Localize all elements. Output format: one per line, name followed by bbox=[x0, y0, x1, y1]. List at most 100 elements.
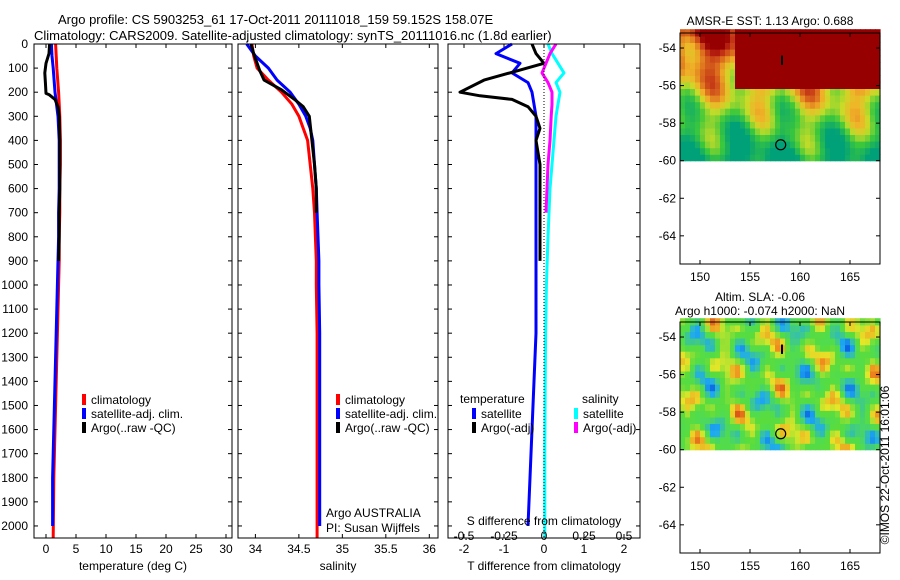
map-cell bbox=[865, 35, 871, 43]
map-cell bbox=[770, 416, 776, 424]
map-cell bbox=[845, 397, 851, 405]
map-cell bbox=[810, 436, 816, 444]
map-cell bbox=[705, 127, 711, 135]
map-cell bbox=[810, 397, 816, 405]
map-cell bbox=[775, 384, 781, 392]
map-cell bbox=[845, 95, 851, 103]
map-cell bbox=[735, 88, 741, 96]
map-cell bbox=[715, 35, 721, 43]
map-cell bbox=[865, 430, 871, 438]
map-cell bbox=[730, 141, 736, 149]
map-cell bbox=[690, 416, 696, 424]
map-cell bbox=[750, 364, 756, 372]
map-cell bbox=[715, 410, 721, 418]
map-cell bbox=[755, 35, 761, 43]
x-tick-label: 36 bbox=[423, 542, 437, 556]
map-cell bbox=[715, 101, 721, 109]
map-cell bbox=[810, 95, 816, 103]
map-cell bbox=[865, 127, 871, 135]
map-cell bbox=[870, 430, 876, 438]
map-cell bbox=[860, 390, 866, 398]
map-cell bbox=[695, 410, 701, 418]
map-cell bbox=[690, 75, 696, 83]
map-cell bbox=[745, 384, 751, 392]
map-cell bbox=[815, 154, 821, 162]
map-cell bbox=[785, 338, 791, 346]
map-cell bbox=[845, 370, 851, 378]
map-cell bbox=[825, 370, 831, 378]
map-cell bbox=[755, 344, 761, 352]
map-cell bbox=[835, 377, 841, 385]
map-cell bbox=[810, 68, 816, 76]
map-cell bbox=[820, 430, 826, 438]
map-cell bbox=[695, 121, 701, 129]
map-cell bbox=[860, 75, 866, 83]
map-cell bbox=[745, 331, 751, 339]
map-cell bbox=[870, 42, 876, 50]
map-cell bbox=[870, 377, 876, 385]
map-cell bbox=[745, 55, 751, 63]
map-cell bbox=[845, 364, 851, 372]
map-cell bbox=[765, 344, 771, 352]
map-cell bbox=[700, 101, 706, 109]
map-cell bbox=[700, 436, 706, 444]
map-cell bbox=[700, 370, 706, 378]
map-cell bbox=[685, 430, 691, 438]
map-cell bbox=[720, 436, 726, 444]
map-cell bbox=[855, 81, 861, 89]
x-axis-label: salinity bbox=[320, 559, 357, 573]
map-cell bbox=[680, 403, 686, 411]
map-cell bbox=[730, 410, 736, 418]
map-cell bbox=[720, 81, 726, 89]
map-cell bbox=[690, 154, 696, 162]
map-cell bbox=[845, 377, 851, 385]
legend-swatch bbox=[336, 408, 340, 419]
map-cell bbox=[710, 397, 716, 405]
map-cell bbox=[685, 127, 691, 135]
map-cell bbox=[800, 384, 806, 392]
map-cell bbox=[800, 416, 806, 424]
map-cell bbox=[865, 416, 871, 424]
map-cell bbox=[785, 141, 791, 149]
map-cell bbox=[830, 423, 836, 431]
map-cell bbox=[765, 35, 771, 43]
map-cell bbox=[690, 357, 696, 365]
map-cell bbox=[740, 101, 746, 109]
map-cell bbox=[725, 154, 731, 162]
map-cell bbox=[710, 88, 716, 96]
map-cell bbox=[875, 331, 881, 339]
map-cell bbox=[685, 68, 691, 76]
map-cell bbox=[855, 364, 861, 372]
map-cell bbox=[855, 430, 861, 438]
map-cell bbox=[700, 443, 706, 451]
map-cell bbox=[865, 344, 871, 352]
map-cell bbox=[875, 42, 881, 50]
map-cell bbox=[860, 81, 866, 89]
map-cell bbox=[765, 377, 771, 385]
map-cell bbox=[680, 384, 686, 392]
map-cell bbox=[755, 377, 761, 385]
map-cell bbox=[875, 154, 881, 162]
map-cell bbox=[810, 370, 816, 378]
x-tick-label: 15 bbox=[129, 542, 143, 556]
map-cell bbox=[740, 141, 746, 149]
map-cell bbox=[735, 62, 741, 70]
map-cell bbox=[765, 384, 771, 392]
map-cell bbox=[700, 95, 706, 103]
map-cell bbox=[700, 141, 706, 149]
map-cell bbox=[715, 344, 721, 352]
map-cell bbox=[695, 430, 701, 438]
map-cell bbox=[680, 42, 686, 50]
map-cell bbox=[850, 357, 856, 365]
map-cell bbox=[875, 351, 881, 359]
map-cell bbox=[805, 390, 811, 398]
map-cell bbox=[865, 55, 871, 63]
map-cell bbox=[710, 390, 716, 398]
map-cell bbox=[810, 147, 816, 155]
map-cell bbox=[745, 344, 751, 352]
map-cell bbox=[705, 101, 711, 109]
map-cell bbox=[805, 101, 811, 109]
map-cell bbox=[750, 49, 756, 57]
y-tick-label: 1100 bbox=[2, 302, 28, 316]
map-cell bbox=[725, 62, 731, 70]
